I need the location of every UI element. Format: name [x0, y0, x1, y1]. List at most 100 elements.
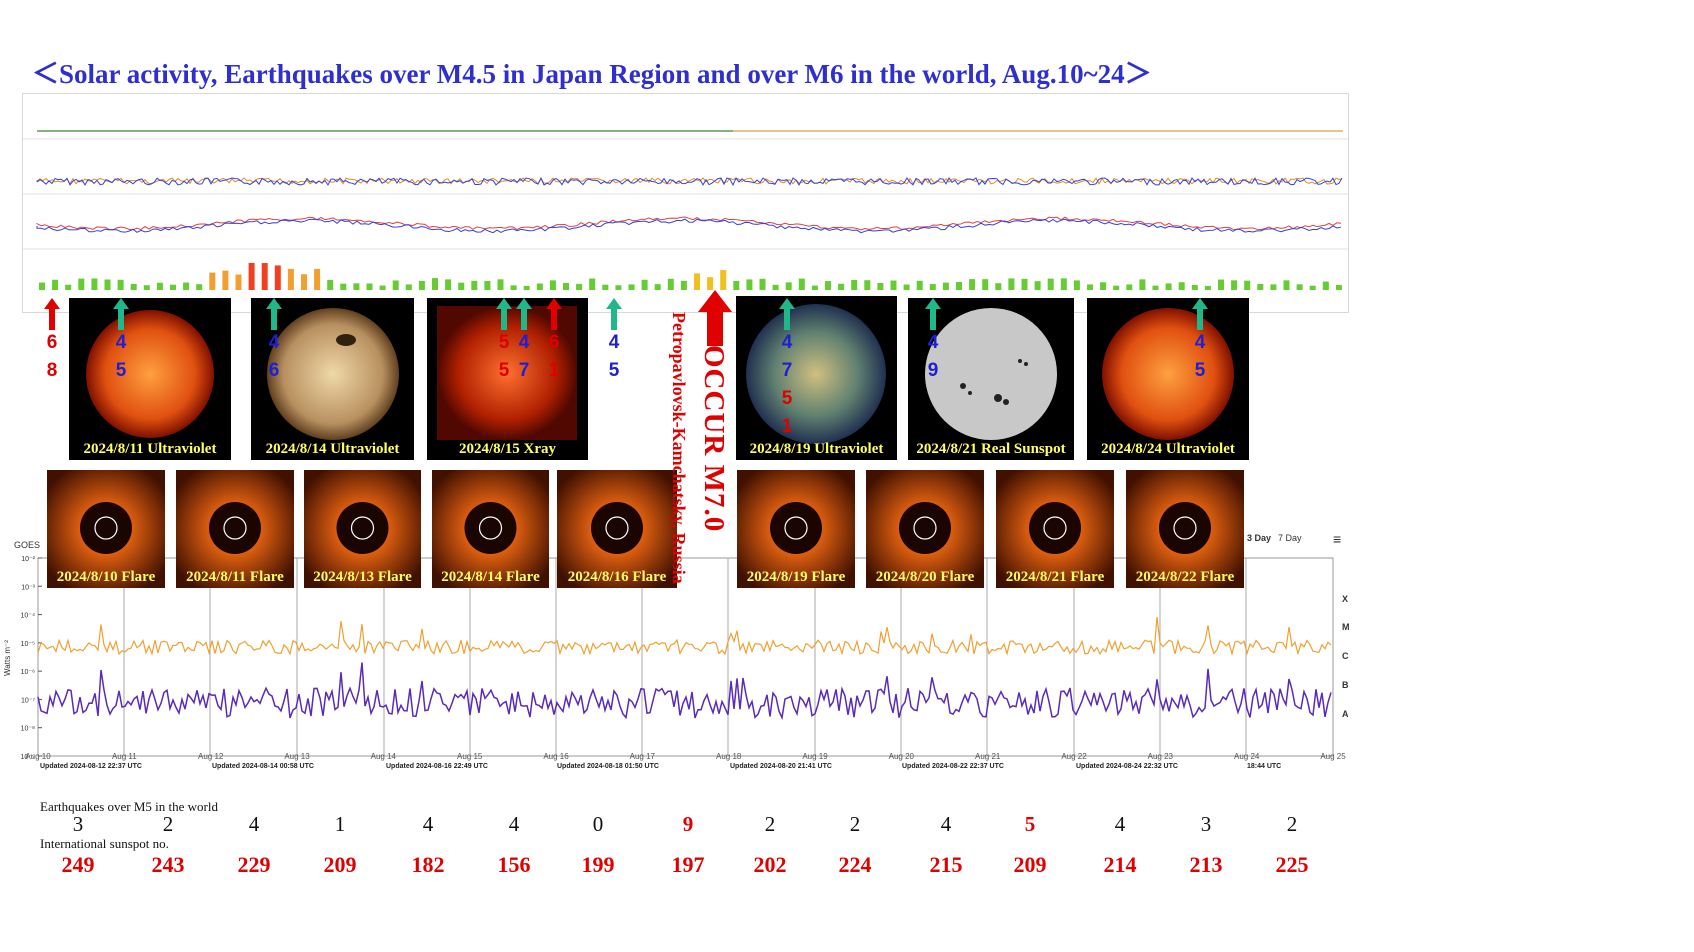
- solar-image-caption: 2024/8/19 Ultraviolet: [749, 441, 884, 457]
- flare-image: 2024/8/14 Flare: [432, 470, 549, 588]
- goes-x-tick: Aug 13: [284, 752, 310, 761]
- flare-image: 2024/8/10 Flare: [47, 470, 165, 588]
- goes-x-tick: Aug 14: [371, 752, 397, 761]
- goes-label: GOES: [14, 540, 40, 550]
- quake-arrow-icon: [1192, 298, 1208, 335]
- goes-y-label: Watts m⁻²: [3, 640, 12, 676]
- goes-y-tick: 10⁻⁵: [21, 641, 35, 648]
- goes-xray-panel: 10⁻² 10⁻³ 10⁻⁴ 10⁻⁵ 10⁻⁶ 10⁻⁷ 10⁻⁸ 10⁻⁹ GOES Watt…: [0, 528, 1350, 773]
- sunspot-number: 197: [671, 852, 705, 877]
- goes-class-label: A: [1342, 709, 1349, 719]
- goes-updated-label: Updated 2024-08-14 00:58 UTC: [212, 763, 314, 770]
- earthquake-count: 4: [940, 812, 952, 836]
- quake-magnitude-digit: 5: [608, 360, 620, 381]
- goes-x-tick: Aug 16: [543, 752, 569, 761]
- quake-magnitude-digit: 7: [518, 360, 530, 381]
- coronagraph-image: [1126, 470, 1244, 588]
- goes-y-tick: 10⁻⁷: [21, 697, 35, 704]
- goes-x-tick: Aug 12: [198, 752, 224, 761]
- goes-class-label: C: [1342, 651, 1349, 661]
- quake-magnitude-digit: 5: [781, 388, 793, 409]
- goes-x-tick: Aug 15: [457, 752, 483, 761]
- goes-x-tick: Aug 24: [1234, 752, 1260, 761]
- coronagraph-image: [737, 470, 855, 588]
- earthquake-count: 9: [682, 812, 694, 836]
- goes-class-label: X: [1342, 594, 1348, 604]
- goes-x-tick: Aug 10: [25, 752, 51, 761]
- flare-image-caption: 2024/8/21 Flare: [1005, 569, 1105, 585]
- goes-x-tick: Aug 25: [1320, 752, 1346, 761]
- solar-image-uv-0824: 2024/8/24 Ultraviolet: [1087, 298, 1249, 460]
- quake-arrow-icon: [496, 298, 512, 335]
- flare-image-caption: 2024/8/13 Flare: [313, 569, 412, 585]
- goes-updated-label: Updated 2024-08-18 01:50 UTC: [557, 763, 659, 770]
- range-7day-button[interactable]: 7 Day: [1278, 533, 1302, 543]
- flare-image-caption: 2024/8/14 Flare: [441, 569, 540, 585]
- quake-arrow-icon: [779, 298, 795, 335]
- goes-x-tick: Aug 17: [630, 752, 656, 761]
- quake-magnitude-digit: 5: [498, 360, 510, 381]
- sunspot-number: 209: [323, 852, 357, 877]
- goes-x-tick: Aug 23: [1148, 752, 1174, 761]
- quake-location-label: Petropavlovsk-Kamchatsky, Russia: [669, 312, 689, 584]
- goes-y-tick: 10⁻⁹: [21, 754, 35, 761]
- occur-label: OCCUR M7.0: [698, 345, 730, 533]
- quake-magnitude-digit: 4: [927, 332, 939, 353]
- menu-icon[interactable]: ≡: [1333, 531, 1342, 547]
- goes-updated-label: Updated 2024-08-22 22:37 UTC: [902, 763, 1004, 770]
- sunspot-number: 215: [929, 852, 963, 877]
- flare-image: 2024/8/21 Flare: [996, 470, 1114, 588]
- coronagraph-image: [176, 470, 294, 588]
- flare-image: 2024/8/19 Flare: [737, 470, 855, 588]
- goes-class-label: M: [1342, 622, 1350, 632]
- quake-magnitude-digit: 4: [518, 332, 530, 353]
- quake-magnitude-digit: 6: [548, 332, 560, 353]
- flare-image: 2024/8/13 Flare: [304, 470, 421, 588]
- sunspot-number: 209: [1013, 852, 1047, 877]
- solar-image-uv-0819: 2024/8/19 Ultraviolet: [736, 296, 897, 460]
- quake-magnitude-digit: 1: [548, 360, 560, 381]
- quake-arrow-icon: [266, 298, 282, 335]
- sunspot-number: 156: [497, 852, 531, 877]
- earthquake-count: 4: [508, 812, 520, 836]
- earthquake-count: 2: [162, 812, 174, 836]
- earthquake-count: 2: [764, 812, 776, 836]
- goes-xray-plot: 10⁻² 10⁻³ 10⁻⁴ 10⁻⁵ 10⁻⁶ 10⁻⁷ 10⁻⁸ 10⁻⁹ GOES Watt…: [3, 540, 1350, 770]
- quake-arrow-icon: [925, 298, 941, 335]
- sun-disc: [86, 310, 214, 438]
- flare-image-caption: 2024/8/19 Flare: [746, 569, 846, 585]
- space-weather-plot: [23, 130, 1348, 290]
- quake-arrow-icon: [516, 298, 532, 335]
- range-3day-button[interactable]: 3 Day: [1247, 533, 1272, 543]
- goes-long-trace: [37, 616, 1332, 657]
- sunspot-number: 202: [753, 852, 787, 877]
- sunspot-number: 224: [838, 852, 872, 877]
- coronagraph-image: [47, 470, 165, 588]
- goes-x-tick: Aug 22: [1061, 752, 1087, 761]
- sunspot-number: 182: [411, 852, 445, 877]
- earthquake-count: 0: [592, 812, 604, 836]
- goes-y-tick: 10⁻³: [21, 584, 35, 591]
- earthquake-count: 1: [334, 812, 346, 836]
- quake-arrow-icon: [44, 298, 60, 335]
- flare-image: 2024/8/20 Flare: [866, 470, 984, 588]
- quake-magnitude-digit: 4: [268, 332, 280, 353]
- quake-magnitude-digit: 7: [781, 360, 793, 381]
- sunspot-number: 249: [61, 852, 95, 877]
- earthquake-count: 2: [849, 812, 861, 836]
- goes-y-tick: 10⁻⁸: [21, 726, 35, 733]
- quake-magnitude-digit: 9: [927, 360, 939, 381]
- goes-y-tick: 10⁻⁴: [21, 613, 36, 620]
- sunspot-number: 225: [1275, 852, 1309, 877]
- solar-image-caption: 2024/8/14 Ultraviolet: [265, 441, 400, 457]
- solar-image-uv-0811: 2024/8/11 Ultraviolet: [69, 298, 231, 460]
- quake-magnitude-digit: 5: [1194, 360, 1206, 381]
- sun-disc: [267, 308, 399, 440]
- earthquake-count: 3: [72, 812, 84, 836]
- quake-magnitude-digit: 4: [608, 332, 620, 353]
- goes-updated-label: 18:44 UTC: [1247, 763, 1281, 770]
- earthquake-count: 5: [1024, 812, 1036, 836]
- solar-image-caption: 2024/8/11 Ultraviolet: [83, 441, 217, 457]
- goes-updated-label: Updated 2024-08-12 22:37 UTC: [40, 763, 142, 770]
- goes-updated-label: Updated 2024-08-16 22:49 UTC: [386, 763, 488, 770]
